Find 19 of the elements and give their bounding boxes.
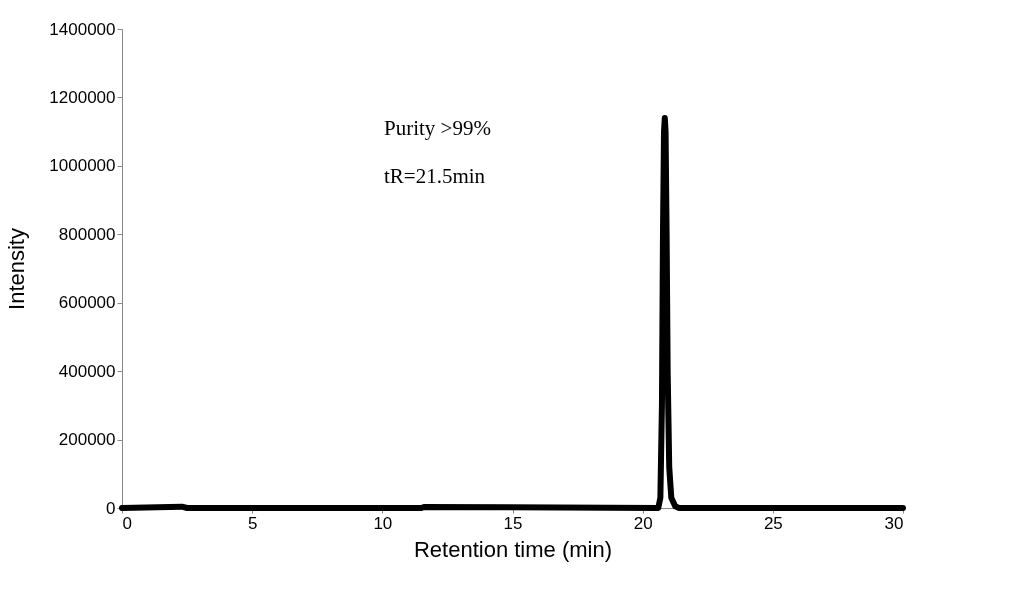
x-tick-label: 15 — [503, 513, 523, 533]
y-tick-label: 200000 — [58, 430, 116, 450]
y-axis-title: Intensity — [4, 228, 30, 310]
annotation: tR=21.5min — [384, 164, 486, 188]
x-tick-label: 10 — [373, 513, 393, 533]
y-tick-label: 1200000 — [49, 87, 116, 107]
x-tick-label: 25 — [763, 513, 783, 533]
x-axis-title: Retention time (min) — [413, 536, 613, 562]
x-tick-label: 5 — [247, 513, 258, 533]
y-tick-label: 800000 — [58, 224, 116, 244]
x-tick-label: 0 — [122, 513, 132, 533]
y-tick-label: 600000 — [58, 293, 116, 313]
annotation: Purity >99% — [384, 116, 491, 140]
y-tick-label: 1000000 — [49, 156, 116, 176]
y-tick-label: 0 — [106, 498, 116, 518]
x-tick-label: 20 — [633, 513, 653, 533]
y-tick-label: 400000 — [58, 361, 116, 381]
y-tick-label: 1400000 — [49, 19, 116, 39]
x-tick-label: 30 — [884, 513, 904, 533]
